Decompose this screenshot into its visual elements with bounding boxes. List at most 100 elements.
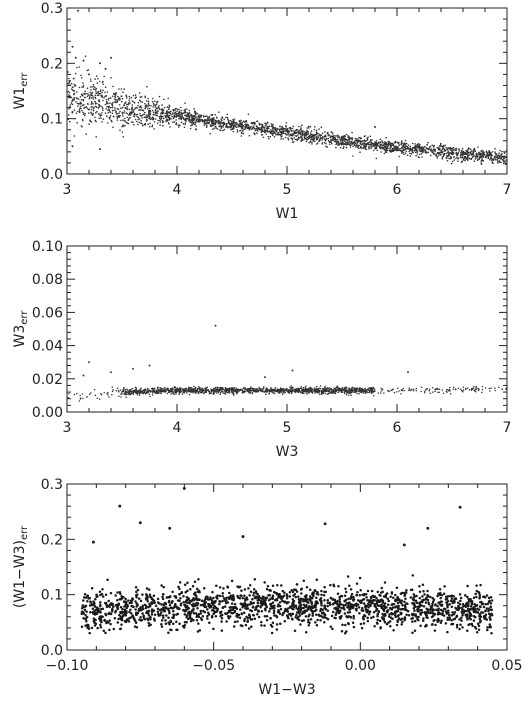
data-point bbox=[184, 123, 186, 126]
data-point bbox=[106, 115, 108, 117]
data-point bbox=[356, 138, 358, 140]
data-point bbox=[114, 101, 117, 103]
data-point bbox=[323, 138, 326, 140]
data-point bbox=[345, 133, 348, 136]
data-point bbox=[68, 82, 71, 84]
data-point bbox=[90, 112, 93, 115]
data-point bbox=[347, 135, 350, 138]
data-point bbox=[230, 389, 233, 391]
data-point bbox=[482, 159, 485, 162]
data-point bbox=[81, 104, 84, 107]
data-point bbox=[239, 125, 241, 128]
data-point bbox=[305, 390, 308, 392]
data-point bbox=[348, 144, 351, 146]
data-point bbox=[90, 89, 92, 91]
data-point bbox=[297, 134, 299, 136]
data-point bbox=[395, 149, 397, 151]
data-point bbox=[91, 94, 94, 97]
data-point bbox=[263, 581, 266, 584]
data-point bbox=[472, 155, 475, 158]
data-point bbox=[309, 134, 311, 137]
data-point bbox=[107, 394, 109, 396]
data-point bbox=[109, 97, 112, 99]
data-point bbox=[215, 127, 217, 129]
data-point bbox=[341, 386, 344, 389]
data-point bbox=[123, 112, 125, 114]
data-point bbox=[306, 393, 309, 395]
data-point bbox=[199, 115, 201, 118]
data-point bbox=[221, 117, 223, 119]
data-point bbox=[214, 389, 217, 392]
data-point bbox=[326, 387, 328, 390]
data-point bbox=[152, 111, 155, 113]
data-point bbox=[400, 143, 403, 145]
data-point bbox=[392, 148, 395, 150]
data-point bbox=[181, 389, 184, 392]
data-point bbox=[279, 131, 282, 134]
data-point bbox=[316, 138, 318, 141]
data-point bbox=[201, 120, 204, 122]
data-point bbox=[415, 154, 417, 157]
data-point bbox=[408, 150, 411, 153]
data-point bbox=[125, 97, 128, 99]
data-point bbox=[109, 102, 111, 104]
data-point bbox=[449, 147, 451, 150]
data-point bbox=[346, 144, 348, 146]
outlier-point bbox=[374, 126, 376, 128]
data-point bbox=[214, 125, 216, 128]
data-point bbox=[275, 134, 277, 136]
data-point bbox=[319, 388, 322, 390]
data-point bbox=[360, 390, 363, 392]
data-point bbox=[350, 394, 352, 397]
data-point bbox=[354, 137, 357, 140]
data-point bbox=[345, 393, 348, 396]
data-point bbox=[481, 159, 483, 161]
data-point bbox=[415, 601, 419, 605]
data-point bbox=[400, 389, 403, 392]
data-point bbox=[112, 627, 116, 631]
data-point bbox=[205, 391, 208, 394]
data-point bbox=[73, 97, 76, 100]
data-point bbox=[362, 389, 365, 391]
data-point bbox=[227, 121, 230, 124]
data-point bbox=[402, 151, 405, 154]
data-point bbox=[363, 142, 366, 144]
data-point bbox=[295, 607, 298, 610]
data-point bbox=[491, 158, 494, 161]
data-point bbox=[341, 140, 344, 142]
data-point bbox=[92, 109, 95, 112]
data-point bbox=[142, 389, 145, 392]
data-point bbox=[83, 93, 86, 96]
data-point bbox=[346, 139, 348, 142]
data-point bbox=[343, 392, 346, 395]
data-point bbox=[101, 121, 103, 123]
data-point bbox=[465, 157, 467, 159]
data-point bbox=[88, 108, 91, 111]
data-point bbox=[346, 141, 349, 143]
data-point bbox=[139, 96, 142, 98]
data-point bbox=[316, 142, 319, 144]
data-point bbox=[463, 156, 466, 158]
data-point bbox=[324, 392, 327, 395]
data-point bbox=[373, 389, 376, 391]
data-point bbox=[240, 122, 243, 125]
data-point bbox=[244, 127, 247, 129]
data-point bbox=[411, 150, 414, 152]
data-point bbox=[245, 120, 247, 123]
data-point bbox=[101, 107, 104, 110]
data-point bbox=[118, 112, 120, 114]
data-point bbox=[143, 116, 146, 118]
data-point bbox=[178, 117, 180, 120]
data-point bbox=[114, 107, 116, 109]
data-point bbox=[107, 111, 110, 114]
data-point bbox=[358, 387, 361, 389]
data-point bbox=[281, 127, 284, 130]
data-point bbox=[244, 123, 246, 126]
data-point bbox=[356, 591, 359, 594]
data-point bbox=[331, 142, 333, 145]
data-point bbox=[272, 123, 274, 126]
data-point bbox=[407, 389, 410, 392]
data-point bbox=[222, 124, 224, 127]
data-point bbox=[67, 114, 70, 116]
